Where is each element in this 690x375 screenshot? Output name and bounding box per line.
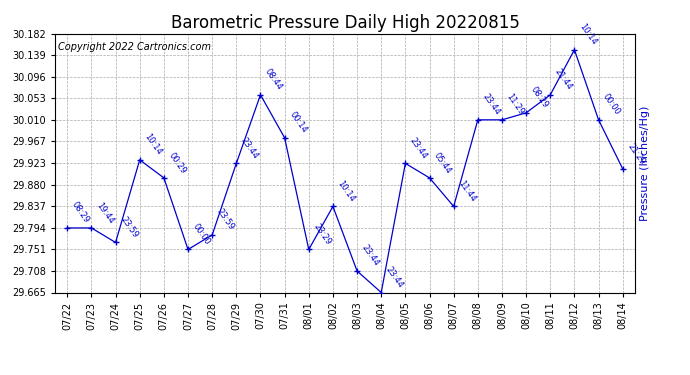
Text: 10:14: 10:14 bbox=[578, 22, 598, 47]
Text: 08:29: 08:29 bbox=[70, 201, 91, 225]
Text: 23:44: 23:44 bbox=[239, 136, 260, 160]
Text: 19:44: 19:44 bbox=[95, 201, 115, 225]
Text: 10:14: 10:14 bbox=[143, 132, 164, 157]
Text: 23:44: 23:44 bbox=[481, 92, 502, 117]
Title: Barometric Pressure Daily High 20220815: Barometric Pressure Daily High 20220815 bbox=[170, 14, 520, 32]
Text: 05:44: 05:44 bbox=[433, 150, 453, 175]
Text: 08:29: 08:29 bbox=[529, 86, 550, 110]
Text: 23:44: 23:44 bbox=[384, 265, 405, 290]
Text: 11:44: 11:44 bbox=[457, 179, 477, 204]
Text: 08:44: 08:44 bbox=[264, 67, 284, 92]
Text: 11:29: 11:29 bbox=[505, 93, 526, 117]
Text: 21:44: 21:44 bbox=[553, 68, 574, 92]
Text: 23:44: 23:44 bbox=[360, 243, 381, 268]
Text: 23:59: 23:59 bbox=[119, 215, 139, 240]
Text: 00:29: 00:29 bbox=[167, 150, 188, 175]
Text: 23:59: 23:59 bbox=[215, 207, 236, 232]
Text: 10:14: 10:14 bbox=[336, 179, 357, 204]
Text: 23:44: 23:44 bbox=[408, 136, 429, 160]
Text: 21:29: 21:29 bbox=[626, 141, 647, 166]
Text: 23:29: 23:29 bbox=[312, 222, 333, 247]
Text: Copyright 2022 Cartronics.com: Copyright 2022 Cartronics.com bbox=[58, 42, 211, 51]
Text: 00:14: 00:14 bbox=[288, 111, 308, 135]
Text: 00:00: 00:00 bbox=[602, 93, 622, 117]
Y-axis label: Pressure (Inches/Hg): Pressure (Inches/Hg) bbox=[640, 105, 651, 221]
Text: 00:00: 00:00 bbox=[191, 222, 212, 247]
